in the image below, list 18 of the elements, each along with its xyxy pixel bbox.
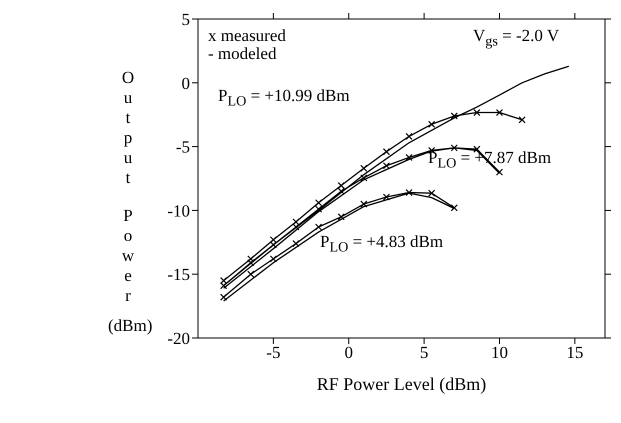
- annotation: P$_{LO}$ = +10.99 dBm: [218, 86, 350, 110]
- x-tick-label: 5: [420, 343, 428, 362]
- y-tick-label: 0: [182, 74, 190, 93]
- y-tick-label: -15: [167, 265, 190, 284]
- x-axis-title: RF Power Level (dBm): [316, 374, 486, 394]
- x-tick-label: 0: [344, 343, 353, 362]
- annotation: P$_{LO}$ = +4.83 dBm: [320, 232, 444, 256]
- x-tick-label: 10: [490, 343, 508, 362]
- x-tick-label: 15: [566, 343, 584, 362]
- annotation: - modeled: [208, 44, 276, 64]
- y-tick-label: -10: [167, 201, 190, 220]
- y-tick-label: -20: [167, 329, 190, 348]
- annotation: x measured: [208, 26, 286, 46]
- y-tick-label: 5: [182, 10, 190, 30]
- y-tick-label: -5: [176, 138, 190, 157]
- annotation: V$_{gs}$ = -2.0 V: [473, 26, 560, 50]
- text: Output Power (dBm): [108, 68, 152, 335]
- x-tick-label: -5: [266, 343, 280, 362]
